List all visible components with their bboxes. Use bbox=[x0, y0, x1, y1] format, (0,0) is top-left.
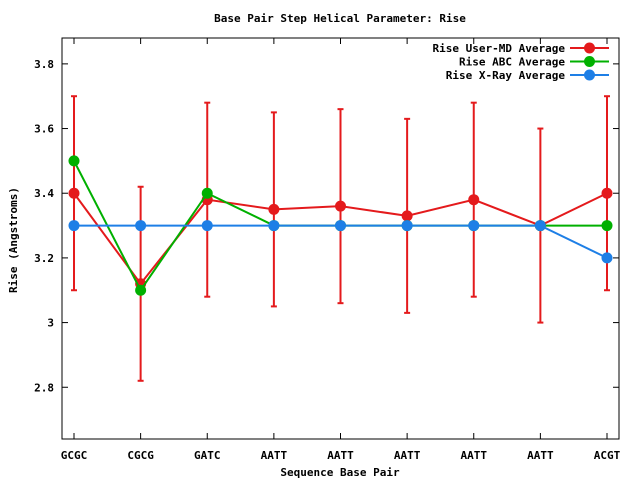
y-tick-label: 3.2 bbox=[34, 252, 54, 265]
data-point bbox=[601, 220, 613, 232]
data-point bbox=[68, 155, 80, 167]
data-point bbox=[468, 194, 480, 206]
data-point bbox=[401, 210, 413, 222]
legend-marker bbox=[584, 56, 595, 67]
legend-marker bbox=[584, 42, 595, 54]
data-point bbox=[201, 187, 213, 199]
y-tick-label: 3.4 bbox=[34, 187, 54, 200]
data-point bbox=[601, 252, 613, 264]
data-point bbox=[401, 220, 413, 232]
x-tick-label: AATT bbox=[461, 449, 488, 462]
data-point bbox=[534, 220, 546, 232]
legend-item: Rise X-Ray Average bbox=[446, 69, 609, 82]
legend-label: Rise ABC Average bbox=[459, 56, 565, 69]
data-point bbox=[601, 187, 613, 199]
data-point bbox=[135, 220, 147, 232]
x-tick-label: GCGC bbox=[61, 449, 88, 462]
y-tick-label: 3 bbox=[47, 317, 54, 330]
data-point bbox=[68, 220, 80, 232]
legend-marker bbox=[584, 69, 595, 81]
y-axis-label: Rise (Angstroms) bbox=[7, 187, 20, 293]
legend-label: Rise X-Ray Average bbox=[446, 69, 566, 82]
x-tick-label: ACGT bbox=[594, 449, 621, 462]
x-tick-label: AATT bbox=[327, 449, 354, 462]
series-3 bbox=[68, 220, 613, 264]
data-point bbox=[335, 200, 346, 212]
y-tick-label: 2.8 bbox=[34, 381, 54, 394]
legend-item: Rise User-MD Average bbox=[433, 42, 609, 55]
legend-label: Rise User-MD Average bbox=[433, 42, 566, 55]
x-tick-label: AATT bbox=[261, 449, 288, 462]
series-layer bbox=[68, 155, 613, 296]
chart-title: Base Pair Step Helical Parameter: Rise bbox=[214, 12, 466, 25]
legend-item: Rise ABC Average bbox=[459, 56, 609, 69]
x-tick-label: CGCG bbox=[127, 449, 154, 462]
data-point bbox=[201, 220, 213, 232]
plot-frame bbox=[61, 37, 620, 440]
x-axis-label: Sequence Base Pair bbox=[280, 466, 400, 479]
x-tick-label: GATC bbox=[194, 449, 221, 462]
data-point bbox=[268, 220, 280, 232]
data-point bbox=[468, 220, 480, 232]
x-axis-ticks: GCGC CGCG GATC AATT AATT AATT AATT AATT ACGT bbox=[61, 38, 621, 462]
data-point bbox=[135, 284, 147, 296]
data-point bbox=[268, 203, 280, 215]
x-tick-label: AATT bbox=[394, 449, 421, 462]
x-tick-label: AATT bbox=[527, 449, 554, 462]
y-axis-ticks: 2.8 3 3.2 3.4 3.6 3.8 bbox=[34, 58, 619, 394]
data-point bbox=[68, 187, 80, 199]
y-tick-label: 3.8 bbox=[34, 58, 54, 71]
y-tick-label: 3.6 bbox=[34, 123, 54, 136]
data-point bbox=[335, 220, 346, 232]
